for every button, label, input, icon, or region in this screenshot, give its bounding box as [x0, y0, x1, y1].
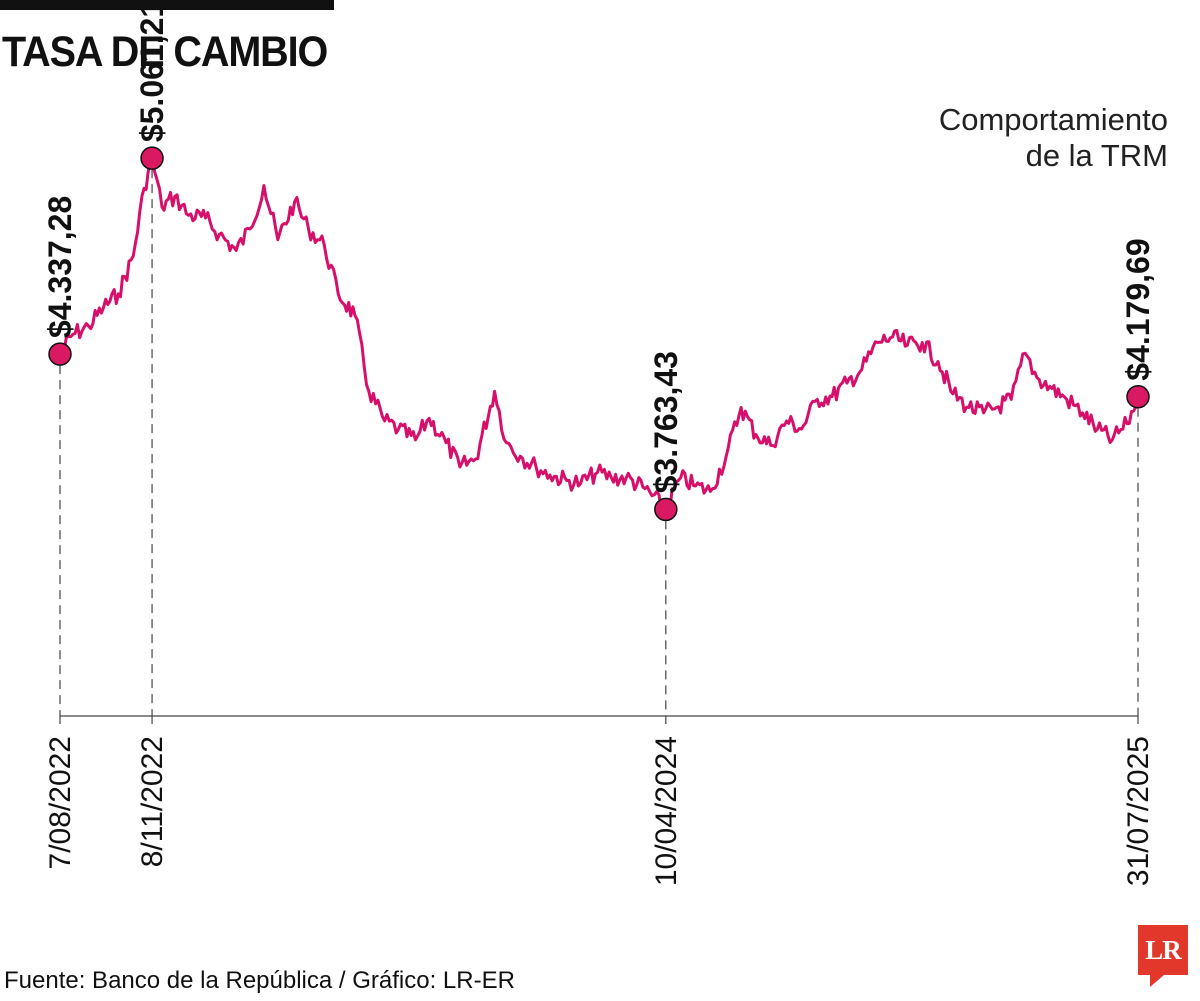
- date-label-2: 10/04/2024: [650, 736, 683, 886]
- highlight-marker-1: [140, 146, 164, 170]
- highlight-marker-3: [1126, 384, 1150, 409]
- highlight-marker-0: [48, 342, 72, 366]
- header-rule: [0, 0, 334, 10]
- trm-series-line: [58, 156, 1140, 511]
- chart-title: TASA DE CAMBIO: [2, 28, 328, 76]
- value-label-0: $4.337,28: [42, 196, 78, 338]
- value-label-2: $3.763,43: [648, 351, 684, 493]
- source-note: Fuente: Banco de la República / Gráfico:…: [4, 967, 515, 994]
- trm-line-chart: $4.337,28 7/08/2022 $5.061,21 8/11/2022 $3.7…: [42, 0, 1156, 886]
- subtitle-line-1: Comportamiento: [938, 102, 1168, 137]
- lr-logo: LR: [1138, 925, 1188, 975]
- highlight-labels: $4.337,28 7/08/2022 $5.061,21 8/11/2022 $3.7…: [42, 0, 1156, 886]
- guide-lines: [59, 169, 1139, 724]
- value-label-3: $4.179,69: [1120, 238, 1156, 380]
- highlight-markers: [48, 146, 1150, 522]
- subtitle-line-2: de la TRM: [1025, 138, 1168, 173]
- date-label-1: 8/11/2022: [136, 736, 169, 867]
- date-label-3: 31/07/2025: [1122, 736, 1155, 886]
- lr-logo-tail: [1150, 975, 1164, 987]
- highlight-marker-2: [654, 497, 678, 522]
- chart-subtitle: Comportamiento de la TRM: [939, 102, 1168, 174]
- value-label-1: $5.061,21: [134, 0, 170, 142]
- date-label-0: 7/08/2022: [44, 736, 77, 869]
